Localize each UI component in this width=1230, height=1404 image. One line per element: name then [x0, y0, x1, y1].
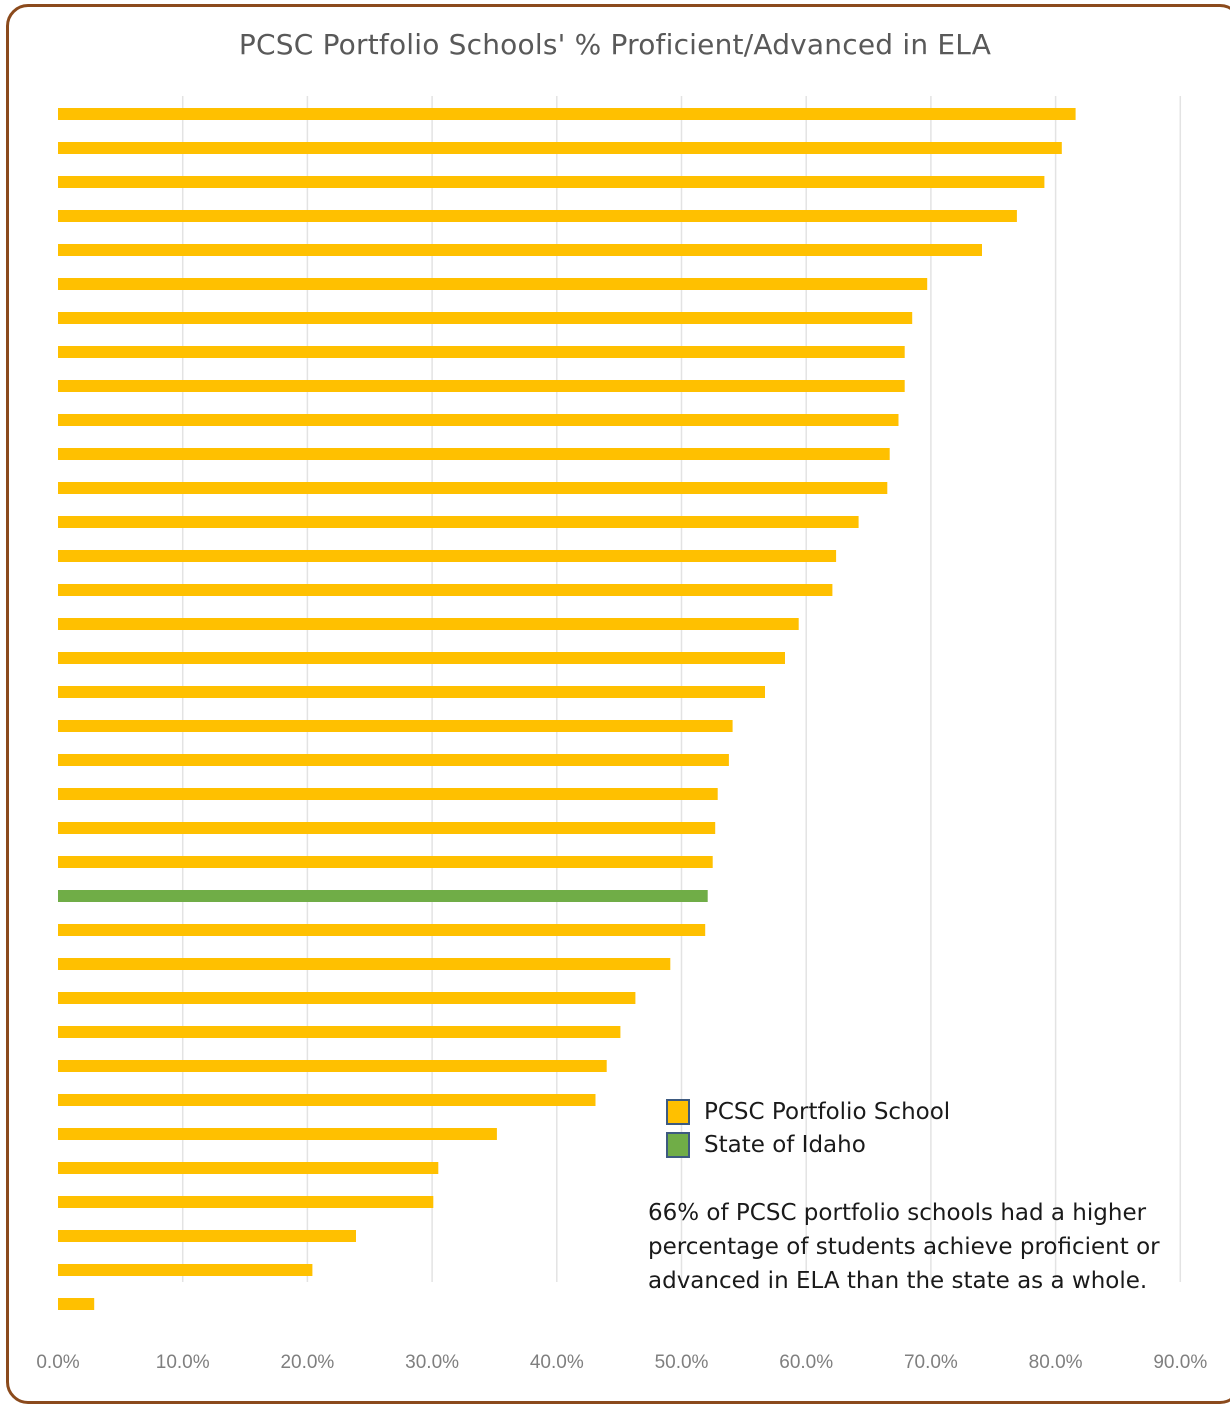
bar-pcsc-school [58, 516, 859, 528]
x-axis-ticks: 0.0% 10.0% 20.0% 30.0% 40.0% 50.0% 60.0% 70.0% 8… [36, 1352, 1207, 1373]
bar-pcsc-school [58, 822, 716, 834]
bar-pcsc-school [58, 482, 888, 494]
legend-swatch-pcsc [666, 1098, 690, 1125]
x-tick-label: 60.0% [779, 1352, 833, 1373]
legend-item-idaho: State of Idaho [666, 1128, 950, 1161]
bar-pcsc-school [58, 1026, 621, 1038]
chart-title: PCSC Portfolio Schools' % Proficient/Adv… [238, 28, 992, 61]
legend-label-pcsc: PCSC Portfolio School [704, 1098, 951, 1125]
legend-item-pcsc: PCSC Portfolio School [666, 1095, 950, 1128]
legend-label-idaho: State of Idaho [704, 1131, 866, 1158]
bar-pcsc-school [58, 686, 765, 698]
bar-pcsc-school [58, 1298, 95, 1310]
bar-pcsc-school [58, 550, 837, 562]
x-tick-label: 70.0% [904, 1352, 958, 1373]
x-tick-label: 90.0% [1153, 1352, 1207, 1373]
x-tick-label: 10.0% [156, 1352, 210, 1373]
bar-pcsc-school [58, 584, 833, 596]
annotation-note: 66% of PCSC portfolio schools had a high… [648, 1200, 1160, 1294]
bar-pcsc-school [58, 1162, 439, 1174]
bar-pcsc-school [58, 448, 890, 460]
bar-pcsc-school [58, 720, 733, 732]
bar-pcsc-school [58, 108, 1076, 120]
bar-pcsc-school [58, 992, 636, 1004]
legend: PCSC Portfolio School State of Idaho [666, 1095, 950, 1161]
x-tick-label: 0.0% [36, 1352, 79, 1373]
x-tick-label: 50.0% [655, 1352, 709, 1373]
bars [58, 108, 1076, 1310]
bar-pcsc-school [58, 618, 799, 630]
bar-pcsc-school [58, 652, 785, 664]
bar-pcsc-school [58, 1230, 356, 1242]
x-tick-label: 30.0% [405, 1352, 459, 1373]
bar-pcsc-school [58, 278, 928, 290]
bar-pcsc-school [58, 856, 713, 868]
bar-pcsc-school [58, 1060, 607, 1072]
bar-pcsc-school [58, 1196, 434, 1208]
bar-pcsc-school [58, 142, 1062, 154]
x-tick-label: 20.0% [280, 1352, 334, 1373]
bar-pcsc-school [58, 414, 899, 426]
bar-pcsc-school [58, 312, 913, 324]
bar-pcsc-school [58, 380, 905, 392]
bar-pcsc-school [58, 754, 729, 766]
bar-pcsc-school [58, 1094, 596, 1106]
bar-pcsc-school [58, 958, 671, 970]
bar-pcsc-school [58, 924, 706, 936]
bar-pcsc-school [58, 176, 1045, 188]
x-tick-label: 80.0% [1029, 1352, 1083, 1373]
bar-pcsc-school [58, 346, 905, 358]
bar-pcsc-school [58, 788, 718, 800]
bar-pcsc-school [58, 1264, 313, 1276]
x-tick-label: 40.0% [530, 1352, 584, 1373]
bar-state-of-idaho [58, 890, 708, 902]
bar-pcsc-school [58, 1128, 497, 1140]
bar-pcsc-school [58, 244, 982, 256]
bar-pcsc-school [58, 210, 1017, 222]
legend-swatch-idaho [666, 1131, 690, 1158]
